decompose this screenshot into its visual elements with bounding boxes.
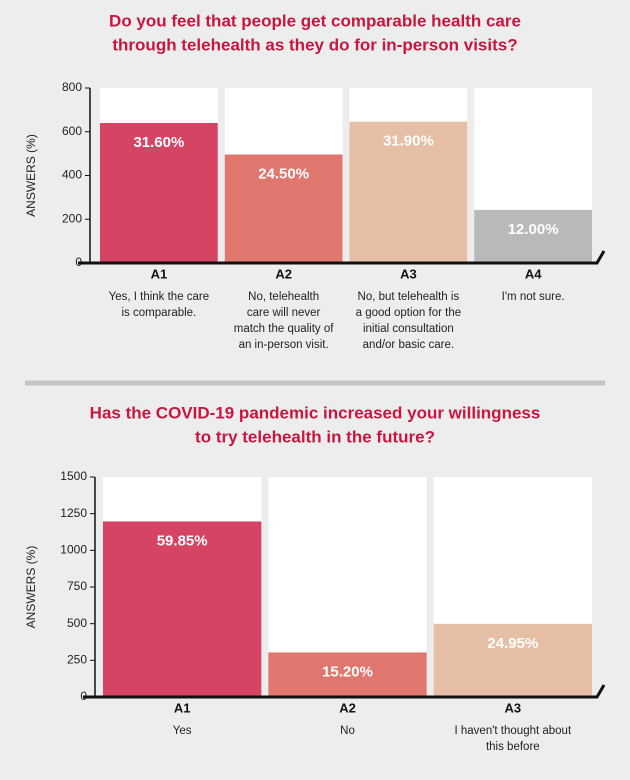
bar <box>268 652 427 697</box>
category-description: No <box>340 725 355 737</box>
category-description: this before <box>486 741 540 753</box>
value-label: 31.90% <box>383 133 434 150</box>
bar <box>224 154 343 263</box>
category-description: is comparable. <box>121 307 196 319</box>
chart-title: Has the COVID-19 pandemic increased your… <box>90 403 541 422</box>
category-label: A3 <box>505 700 522 715</box>
y-tick-label: 1000 <box>60 543 87 557</box>
y-tick-label: 500 <box>67 616 87 630</box>
category-description: initial consultation <box>363 323 454 335</box>
y-tick-label: 800 <box>62 80 82 94</box>
y-tick-label: 600 <box>62 124 82 138</box>
y-axis-label: ANSWERS (%) <box>24 546 38 629</box>
bar <box>103 521 262 697</box>
chart-title: through telehealth as they do for in-per… <box>112 35 517 54</box>
value-label: 31.60% <box>133 134 184 151</box>
chart-title: Do you feel that people get comparable h… <box>109 11 521 30</box>
y-tick-label: 750 <box>67 579 87 593</box>
category-description: I haven't thought about <box>455 725 572 737</box>
category-description: match the quality of <box>234 323 335 335</box>
y-tick-label: 1500 <box>60 469 87 483</box>
category-label: A2 <box>339 700 356 715</box>
category-label: A4 <box>525 266 542 281</box>
category-label: A3 <box>400 266 417 281</box>
value-label: 24.50% <box>258 165 309 182</box>
category-description: Yes, I think the care <box>109 291 210 303</box>
chart-title: to try telehealth in the future? <box>195 427 435 446</box>
bar <box>433 623 592 697</box>
bar <box>100 123 218 263</box>
category-description: I'm not sure. <box>502 291 565 303</box>
value-label: 15.20% <box>322 663 373 680</box>
value-label: 12.00% <box>508 221 559 238</box>
category-label: A2 <box>275 266 292 281</box>
x-axis <box>83 684 606 699</box>
value-label: 24.95% <box>487 635 538 652</box>
value-label: 59.85% <box>157 532 208 549</box>
category-description: No, but telehealth is <box>358 291 460 303</box>
bar <box>474 209 592 263</box>
category-label: A1 <box>151 266 168 281</box>
y-axis-label: ANSWERS (%) <box>24 134 38 217</box>
category-description: a good option for the <box>356 307 462 319</box>
x-axis <box>78 250 606 265</box>
y-tick-label: 250 <box>67 653 87 667</box>
category-description: and/or basic care. <box>363 339 454 351</box>
category-description: care will never <box>247 307 321 319</box>
bar <box>349 121 468 263</box>
y-tick-label: 200 <box>62 211 82 225</box>
category-description: an in-person visit. <box>239 339 329 351</box>
category-label: A1 <box>174 700 191 715</box>
category-description: Yes <box>173 725 192 737</box>
y-tick-label: 1250 <box>60 506 87 520</box>
category-description: No, telehealth <box>248 291 319 303</box>
y-tick-label: 400 <box>62 168 82 182</box>
